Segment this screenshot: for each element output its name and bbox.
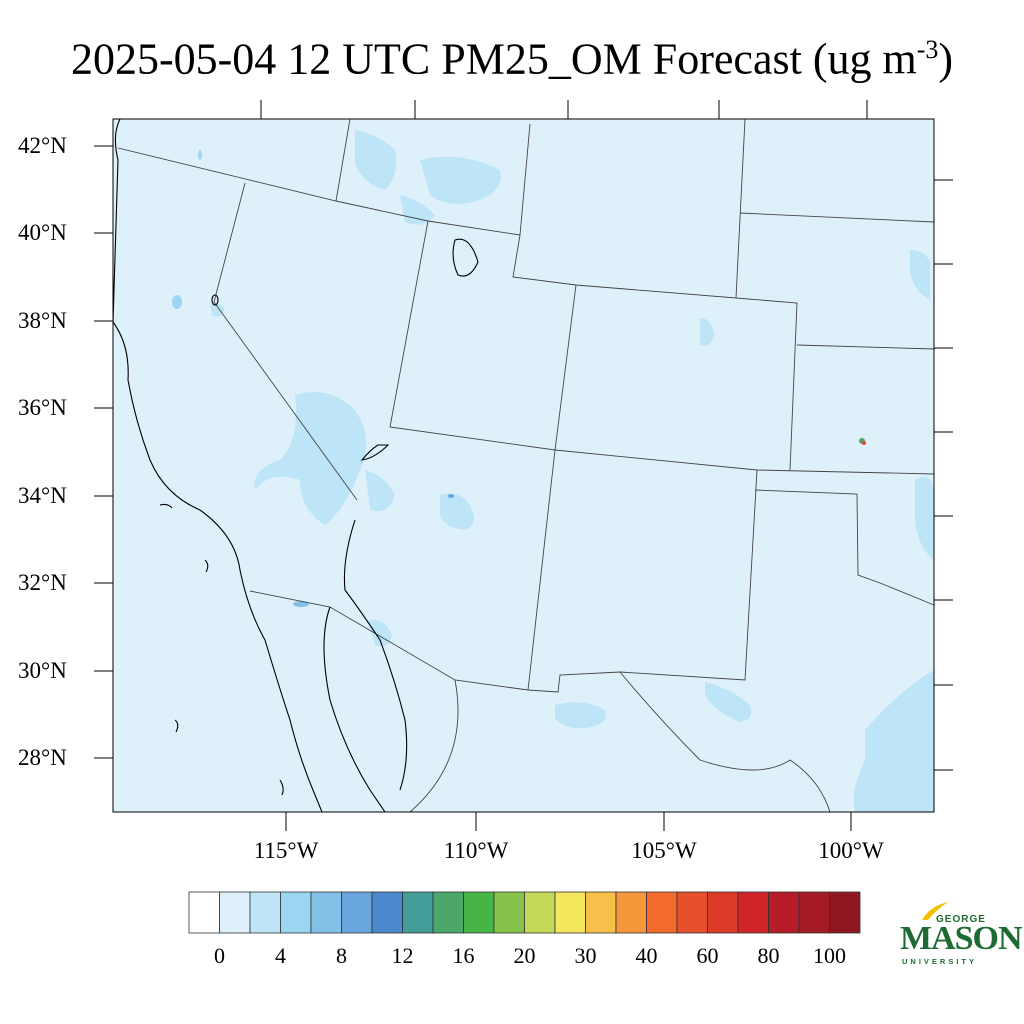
- state-borders: [117, 118, 935, 813]
- logo-university: UNIVERSITY: [902, 957, 978, 966]
- title-main: 2025-05-04 12 UTC PM25_OM Forecast (ug m: [70, 34, 917, 84]
- colorbar-box: [798, 891, 830, 934]
- colorbar-label: 0: [214, 943, 225, 968]
- tick-marks: [94, 100, 953, 831]
- colorbar-box: [737, 891, 769, 934]
- colorbar-box: [493, 891, 525, 934]
- lat-label-34n: 34°N: [18, 483, 67, 508]
- lat-label-28n: 28°N: [18, 745, 67, 770]
- colorbar-box: [219, 891, 251, 934]
- lon-label-100w: 100°W: [818, 838, 884, 863]
- colorbar-box: [676, 891, 708, 934]
- lat-label-32n: 32°N: [18, 570, 67, 595]
- map-field: [113, 119, 934, 812]
- coastlines: [112, 118, 479, 813]
- colorbar-label: 4: [275, 943, 286, 968]
- colorbar-box: [554, 891, 586, 934]
- title-exponent: -3: [916, 35, 939, 64]
- lat-label-40n: 40°N: [18, 220, 67, 245]
- colorbar-label: 60: [696, 943, 719, 968]
- colorbar-box: [310, 891, 342, 934]
- colorbar-box: [463, 891, 495, 934]
- colorbar-box: [432, 891, 464, 934]
- colorbar-label: 16: [452, 943, 475, 968]
- colorbar: [188, 891, 861, 934]
- colorbar-box: [585, 891, 617, 934]
- colorbar-box: [707, 891, 739, 934]
- lon-label-105w: 105°W: [631, 838, 697, 863]
- lon-label-115w: 115°W: [253, 838, 319, 863]
- colorbar-label: 100: [813, 943, 846, 968]
- colorbar-box: [524, 891, 556, 934]
- lon-label-110w: 110°W: [443, 838, 509, 863]
- colorbar-box: [280, 891, 312, 934]
- colorbar-box: [768, 891, 800, 934]
- logo-mason: MASON: [900, 920, 1023, 957]
- colorbar-label: 8: [336, 943, 347, 968]
- map-title: 2025-05-04 12 UTC PM25_OM Forecast (ug m…: [0, 22, 1024, 88]
- colorbar-box: [402, 891, 434, 934]
- lat-label-36n: 36°N: [18, 395, 67, 420]
- lat-label-38n: 38°N: [18, 308, 67, 333]
- map-frame: [112, 118, 935, 813]
- concentration-patches: [210, 130, 934, 812]
- colorbar-label: 80: [757, 943, 780, 968]
- colorbar-box: [646, 891, 678, 934]
- colorbar-box: [341, 891, 373, 934]
- colorbar-box: [615, 891, 647, 934]
- colorbar-box: [829, 891, 861, 934]
- colorbar-box: [371, 891, 403, 934]
- logo-swoosh-icon: [922, 902, 948, 920]
- title-close: ): [938, 34, 954, 84]
- colorbar-label: 12: [391, 943, 414, 968]
- colorbar-box: [188, 891, 220, 934]
- concentration-spots: [172, 150, 866, 607]
- lat-label-30n: 30°N: [18, 658, 67, 683]
- george-mason-logo: GEORGE MASON UNIVERSITY: [898, 900, 1023, 970]
- colorbar-label: 30: [574, 943, 597, 968]
- lat-label-42n: 42°N: [18, 133, 67, 158]
- colorbar-label: 20: [513, 943, 536, 968]
- colorbar-box: [249, 891, 281, 934]
- colorbar-label: 40: [635, 943, 658, 968]
- logo-george: GEORGE: [936, 914, 986, 925]
